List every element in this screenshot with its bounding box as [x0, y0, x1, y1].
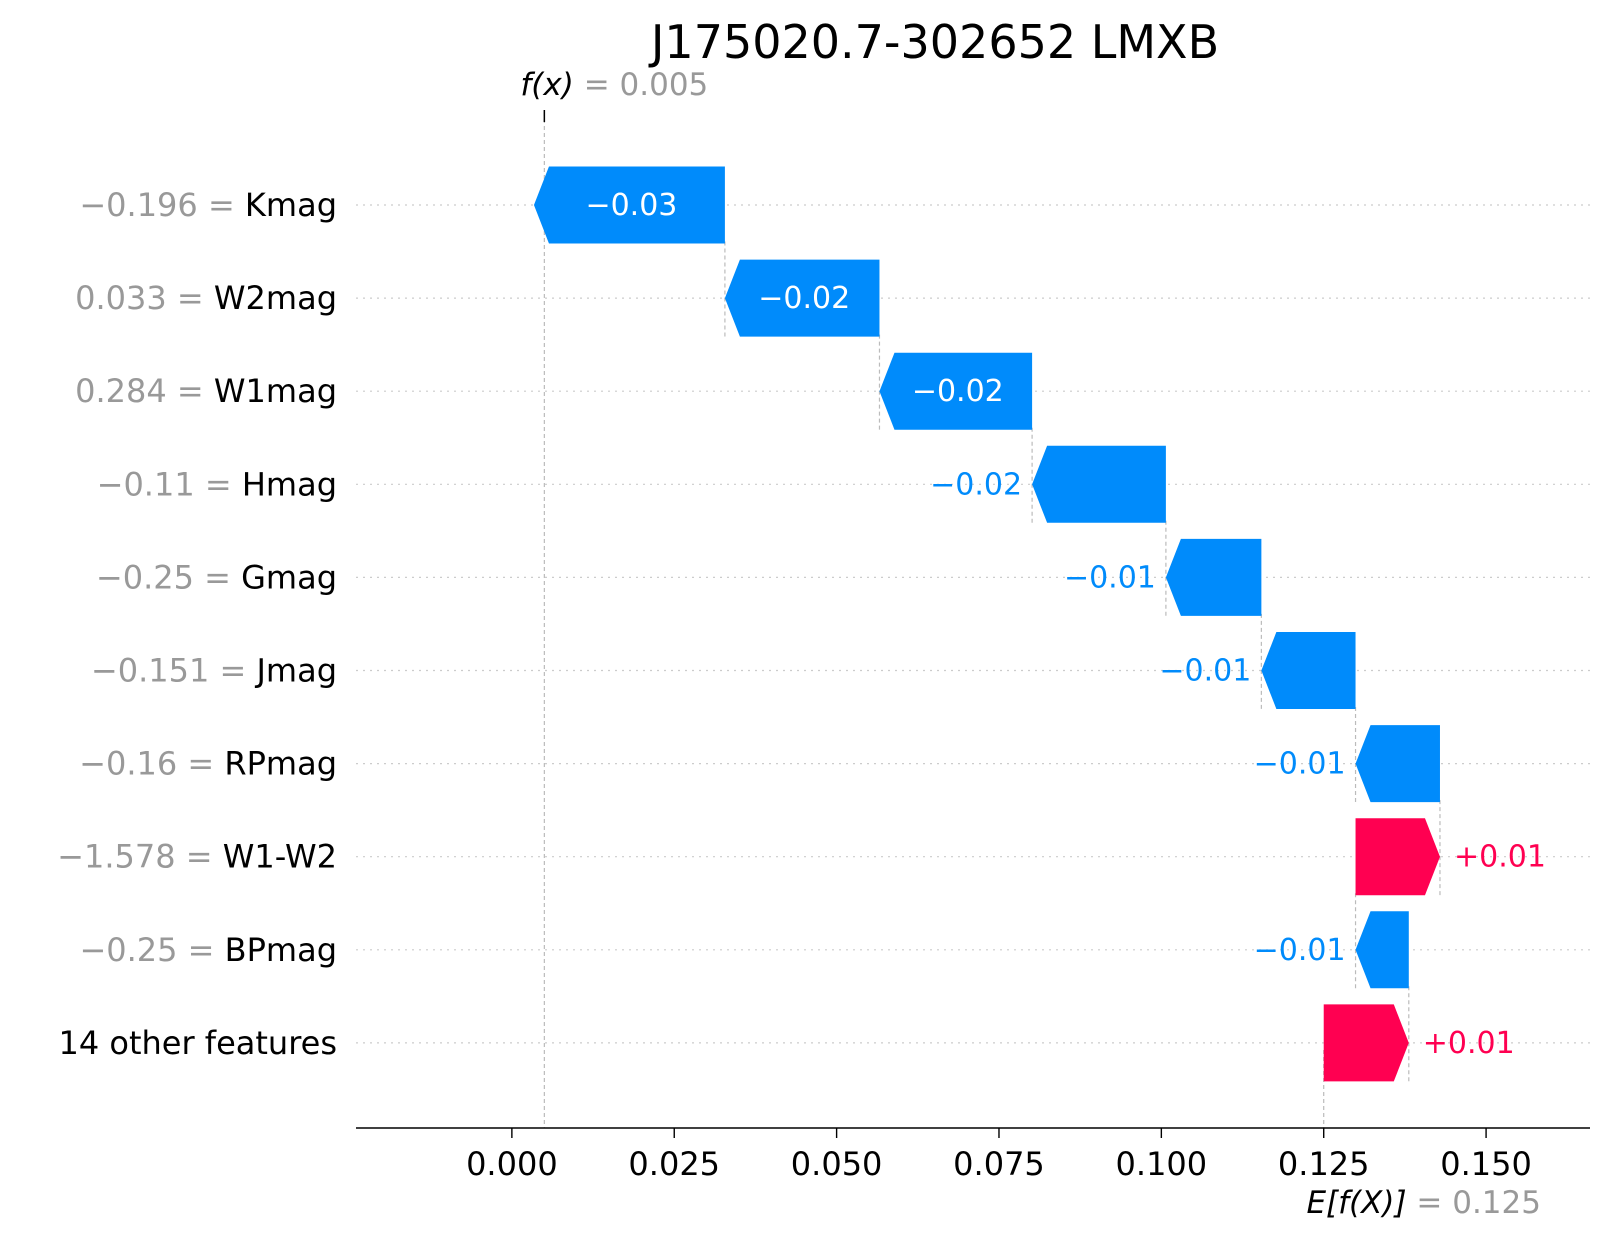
shap-bar-jmag: [1261, 632, 1356, 709]
bar-value-label: −0.02: [912, 374, 1004, 409]
bar-value-label: −0.01: [1159, 654, 1251, 689]
x-tick-label: 0.075: [953, 1145, 1045, 1183]
x-tick-label: 0.125: [1278, 1145, 1370, 1183]
shap-bar-rpmag: [1355, 725, 1440, 803]
bar-value-label: −0.02: [758, 281, 850, 316]
feature-label: 0.284 = W1mag: [75, 372, 337, 410]
feature-name: BPmag: [225, 931, 337, 969]
x-tick-label: 0.025: [628, 1145, 720, 1183]
plot-area: −0.03 −0.196 = Kmag −0.02 0.033 = W2mag −0.0…: [57, 67, 1590, 1221]
base-value-label: E[f(X)]: [1306, 1185, 1416, 1221]
feature-value: 0.033 =: [75, 279, 214, 317]
x-tick-label: 0.150: [1440, 1145, 1532, 1183]
feature-label: −0.11 = Hmag: [97, 465, 337, 503]
shap-bar-kmag: [533, 166, 725, 244]
feature-value: −0.16 =: [79, 745, 224, 783]
feature-name: Kmag: [245, 186, 337, 224]
feature-name: W1-W2: [223, 838, 337, 876]
feature-label: −0.25 = Gmag: [96, 558, 337, 596]
feature-label: −0.16 = RPmag: [79, 745, 337, 783]
feature-value: −0.25 =: [79, 931, 224, 969]
feature-value: 0.284 =: [75, 372, 214, 410]
feature-name: W1mag: [214, 372, 337, 410]
bar-value-label: −0.01: [1064, 560, 1156, 595]
bar-value-label: +0.01: [1454, 840, 1546, 875]
bar-value-label: −0.01: [1254, 933, 1346, 968]
output-value-label: f(x): [520, 67, 583, 103]
feature-value: −0.25 =: [96, 558, 241, 596]
base-value-number: = 0.125: [1416, 1185, 1541, 1221]
shap-bar-w1mag: [879, 352, 1033, 430]
feature-name: 14 other features: [58, 1024, 337, 1062]
chart-title: J175020.7-302652 LMXB: [648, 15, 1219, 69]
feature-name: RPmag: [224, 745, 337, 783]
base-value-annotation: E[f(X)] = 0.125: [1306, 1185, 1541, 1221]
feature-label: −0.151 = Jmag: [91, 652, 337, 690]
bar-value-label: −0.01: [1254, 747, 1346, 782]
feature-value: −0.196 =: [79, 186, 245, 224]
bar-value-label: −0.02: [930, 467, 1022, 502]
feature-label: 14 other features: [58, 1024, 337, 1062]
feature-name: Hmag: [242, 465, 337, 503]
bar-value-label: +0.01: [1423, 1026, 1515, 1061]
shap-bar-w2mag: [724, 259, 880, 337]
shap-bar-w1-w2: [1355, 818, 1440, 896]
feature-label: −1.578 = W1-W2: [57, 838, 337, 876]
bar-value-label: −0.03: [585, 188, 677, 223]
x-tick-label: 0.050: [791, 1145, 883, 1183]
x-tick-label: 0.100: [1116, 1145, 1208, 1183]
x-tick-label: 0.000: [466, 1145, 558, 1183]
feature-label: −0.196 = Kmag: [79, 186, 337, 224]
feature-value: −0.11 =: [97, 465, 242, 503]
feature-name: W2mag: [214, 279, 337, 317]
shap-bar-14-other-features: [1323, 1004, 1409, 1082]
shap-bar-gmag: [1165, 538, 1262, 616]
feature-value: −1.578 =: [57, 838, 223, 876]
feature-label: −0.25 = BPmag: [79, 931, 337, 969]
output-value-number: = 0.005: [584, 67, 709, 103]
feature-name: Gmag: [241, 558, 337, 596]
shap-bar-bpmag: [1355, 911, 1409, 989]
feature-label: 0.033 = W2mag: [75, 279, 337, 317]
feature-value: −0.151 =: [91, 652, 257, 690]
shap-bar-hmag: [1032, 445, 1166, 523]
feature-name: Jmag: [254, 652, 337, 690]
output-value-annotation: f(x) = 0.005: [520, 67, 708, 103]
